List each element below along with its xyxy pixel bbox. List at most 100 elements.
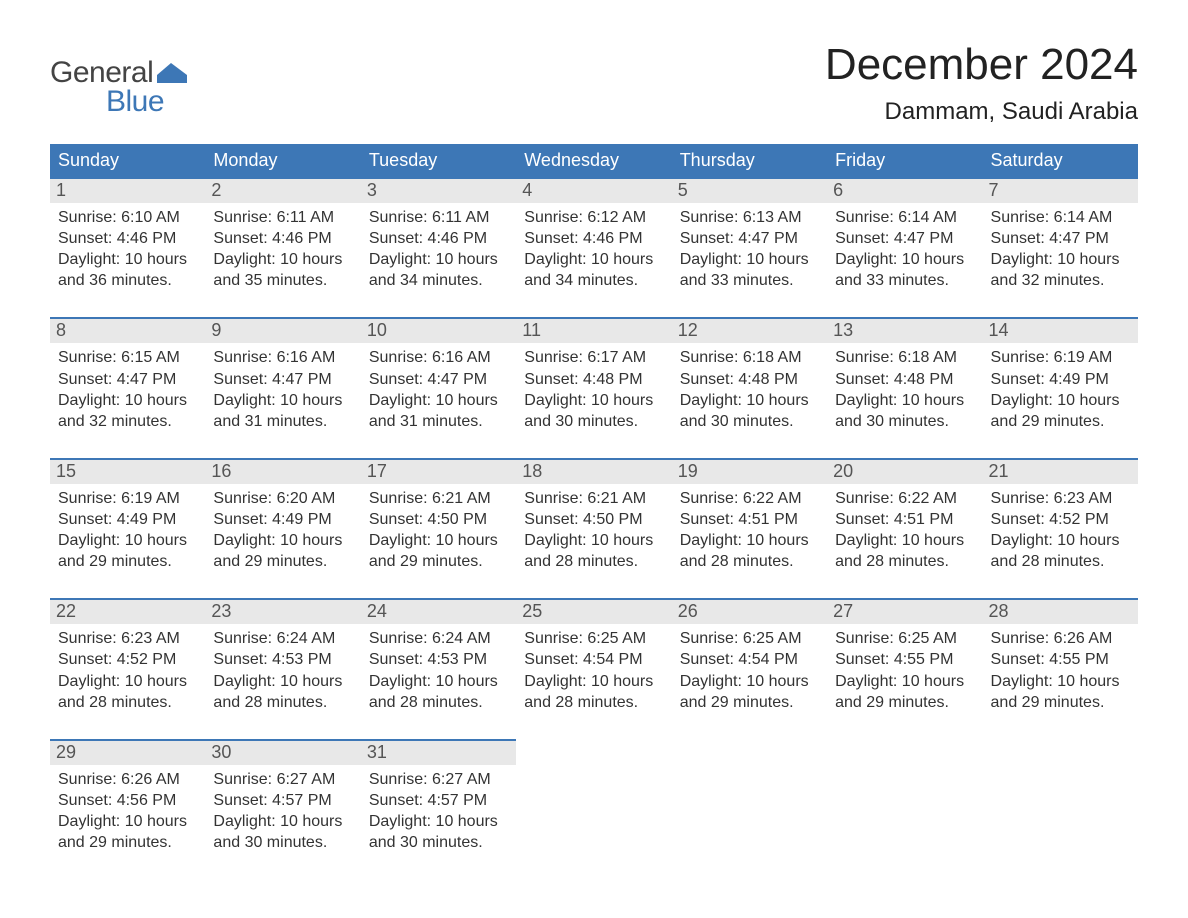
sunset-line: Sunset: 4:47 PM: [58, 369, 197, 390]
day-content: 30Sunrise: 6:27 AMSunset: 4:57 PMDayligh…: [205, 739, 360, 879]
sunrise-line: Sunrise: 6:14 AM: [991, 207, 1130, 228]
day-cell: 29Sunrise: 6:26 AMSunset: 4:56 PMDayligh…: [50, 739, 205, 879]
day-content: 1Sunrise: 6:10 AMSunset: 4:46 PMDaylight…: [50, 177, 205, 317]
daylight-line2: and 33 minutes.: [680, 270, 819, 291]
day-cell: 25Sunrise: 6:25 AMSunset: 4:54 PMDayligh…: [516, 598, 671, 738]
day-content: 14Sunrise: 6:19 AMSunset: 4:49 PMDayligh…: [983, 317, 1138, 457]
daylight-line2: and 30 minutes.: [680, 411, 819, 432]
week-row: 29Sunrise: 6:26 AMSunset: 4:56 PMDayligh…: [50, 739, 1138, 879]
day-cell: 17Sunrise: 6:21 AMSunset: 4:50 PMDayligh…: [361, 458, 516, 598]
weekday-saturday: Saturday: [983, 144, 1138, 177]
weekday-header-row: Sunday Monday Tuesday Wednesday Thursday…: [50, 144, 1138, 177]
daylight-line1: Daylight: 10 hours: [835, 671, 974, 692]
day-content: 28Sunrise: 6:26 AMSunset: 4:55 PMDayligh…: [983, 598, 1138, 738]
sunrise-line: Sunrise: 6:16 AM: [369, 347, 508, 368]
sunset-line: Sunset: 4:52 PM: [991, 509, 1130, 530]
day-cell: 21Sunrise: 6:23 AMSunset: 4:52 PMDayligh…: [983, 458, 1138, 598]
daylight-line2: and 32 minutes.: [991, 270, 1130, 291]
sunrise-line: Sunrise: 6:19 AM: [991, 347, 1130, 368]
sunrise-line: Sunrise: 6:25 AM: [835, 628, 974, 649]
daylight-line1: Daylight: 10 hours: [524, 390, 663, 411]
sunrise-line: Sunrise: 6:24 AM: [369, 628, 508, 649]
day-cell: 10Sunrise: 6:16 AMSunset: 4:47 PMDayligh…: [361, 317, 516, 457]
daylight-line2: and 28 minutes.: [369, 692, 508, 713]
day-cell: 24Sunrise: 6:24 AMSunset: 4:53 PMDayligh…: [361, 598, 516, 738]
daylight-line2: and 30 minutes.: [369, 832, 508, 853]
daylight-line1: Daylight: 10 hours: [524, 249, 663, 270]
day-number: 27: [827, 600, 982, 624]
day-number: 6: [827, 179, 982, 203]
daylight-line1: Daylight: 10 hours: [58, 249, 197, 270]
calendar-body: 1Sunrise: 6:10 AMSunset: 4:46 PMDaylight…: [50, 177, 1138, 879]
sunset-line: Sunset: 4:55 PM: [991, 649, 1130, 670]
day-content: 20Sunrise: 6:22 AMSunset: 4:51 PMDayligh…: [827, 458, 982, 598]
sunrise-line: Sunrise: 6:26 AM: [991, 628, 1130, 649]
daylight-line2: and 28 minutes.: [835, 551, 974, 572]
logo-text-general: General: [50, 56, 153, 89]
sunrise-line: Sunrise: 6:27 AM: [213, 769, 352, 790]
day-details: Sunrise: 6:24 AMSunset: 4:53 PMDaylight:…: [205, 624, 360, 712]
sunset-line: Sunset: 4:55 PM: [835, 649, 974, 670]
sunset-line: Sunset: 4:51 PM: [835, 509, 974, 530]
sunrise-line: Sunrise: 6:24 AM: [213, 628, 352, 649]
daylight-line1: Daylight: 10 hours: [991, 530, 1130, 551]
day-details: Sunrise: 6:26 AMSunset: 4:56 PMDaylight:…: [50, 765, 205, 853]
empty-day-cell: [983, 739, 1138, 879]
day-details: Sunrise: 6:23 AMSunset: 4:52 PMDaylight:…: [50, 624, 205, 712]
calendar-page: General Blue December 2024 Dammam, Saudi…: [0, 0, 1188, 909]
day-cell: 20Sunrise: 6:22 AMSunset: 4:51 PMDayligh…: [827, 458, 982, 598]
sunset-line: Sunset: 4:47 PM: [369, 369, 508, 390]
sunset-line: Sunset: 4:47 PM: [835, 228, 974, 249]
day-cell: 16Sunrise: 6:20 AMSunset: 4:49 PMDayligh…: [205, 458, 360, 598]
daylight-line2: and 29 minutes.: [835, 692, 974, 713]
location: Dammam, Saudi Arabia: [825, 98, 1138, 126]
sunrise-line: Sunrise: 6:14 AM: [835, 207, 974, 228]
sunrise-line: Sunrise: 6:25 AM: [524, 628, 663, 649]
sunset-line: Sunset: 4:48 PM: [680, 369, 819, 390]
daylight-line2: and 29 minutes.: [58, 832, 197, 853]
daylight-line2: and 28 minutes.: [524, 692, 663, 713]
sunset-line: Sunset: 4:49 PM: [991, 369, 1130, 390]
day-content: 18Sunrise: 6:21 AMSunset: 4:50 PMDayligh…: [516, 458, 671, 598]
sunset-line: Sunset: 4:46 PM: [58, 228, 197, 249]
daylight-line1: Daylight: 10 hours: [369, 249, 508, 270]
sunset-line: Sunset: 4:52 PM: [58, 649, 197, 670]
daylight-line2: and 28 minutes.: [680, 551, 819, 572]
sunrise-line: Sunrise: 6:18 AM: [680, 347, 819, 368]
sunrise-line: Sunrise: 6:18 AM: [835, 347, 974, 368]
sunrise-line: Sunrise: 6:27 AM: [369, 769, 508, 790]
day-cell: 12Sunrise: 6:18 AMSunset: 4:48 PMDayligh…: [672, 317, 827, 457]
week-row: 22Sunrise: 6:23 AMSunset: 4:52 PMDayligh…: [50, 598, 1138, 738]
sunrise-line: Sunrise: 6:11 AM: [369, 207, 508, 228]
day-cell: 5Sunrise: 6:13 AMSunset: 4:47 PMDaylight…: [672, 177, 827, 317]
day-number: 24: [361, 600, 516, 624]
daylight-line2: and 29 minutes.: [369, 551, 508, 572]
day-details: Sunrise: 6:22 AMSunset: 4:51 PMDaylight:…: [827, 484, 982, 572]
daylight-line2: and 36 minutes.: [58, 270, 197, 291]
day-number: 30: [205, 741, 360, 765]
daylight-line1: Daylight: 10 hours: [58, 390, 197, 411]
sunrise-line: Sunrise: 6:22 AM: [680, 488, 819, 509]
sunset-line: Sunset: 4:56 PM: [58, 790, 197, 811]
day-number: 8: [50, 319, 205, 343]
week-row: 15Sunrise: 6:19 AMSunset: 4:49 PMDayligh…: [50, 458, 1138, 598]
day-details: Sunrise: 6:20 AMSunset: 4:49 PMDaylight:…: [205, 484, 360, 572]
day-details: Sunrise: 6:23 AMSunset: 4:52 PMDaylight:…: [983, 484, 1138, 572]
day-content: 24Sunrise: 6:24 AMSunset: 4:53 PMDayligh…: [361, 598, 516, 738]
day-number: 22: [50, 600, 205, 624]
sunrise-line: Sunrise: 6:25 AM: [680, 628, 819, 649]
day-cell: 13Sunrise: 6:18 AMSunset: 4:48 PMDayligh…: [827, 317, 982, 457]
day-content: 22Sunrise: 6:23 AMSunset: 4:52 PMDayligh…: [50, 598, 205, 738]
empty-day-cell: [827, 739, 982, 879]
day-number: 10: [361, 319, 516, 343]
day-details: Sunrise: 6:26 AMSunset: 4:55 PMDaylight:…: [983, 624, 1138, 712]
day-number: 28: [983, 600, 1138, 624]
day-cell: 26Sunrise: 6:25 AMSunset: 4:54 PMDayligh…: [672, 598, 827, 738]
daylight-line1: Daylight: 10 hours: [58, 530, 197, 551]
daylight-line1: Daylight: 10 hours: [58, 671, 197, 692]
day-cell: 4Sunrise: 6:12 AMSunset: 4:46 PMDaylight…: [516, 177, 671, 317]
daylight-line1: Daylight: 10 hours: [369, 671, 508, 692]
day-cell: 14Sunrise: 6:19 AMSunset: 4:49 PMDayligh…: [983, 317, 1138, 457]
day-cell: 31Sunrise: 6:27 AMSunset: 4:57 PMDayligh…: [361, 739, 516, 879]
day-cell: 23Sunrise: 6:24 AMSunset: 4:53 PMDayligh…: [205, 598, 360, 738]
